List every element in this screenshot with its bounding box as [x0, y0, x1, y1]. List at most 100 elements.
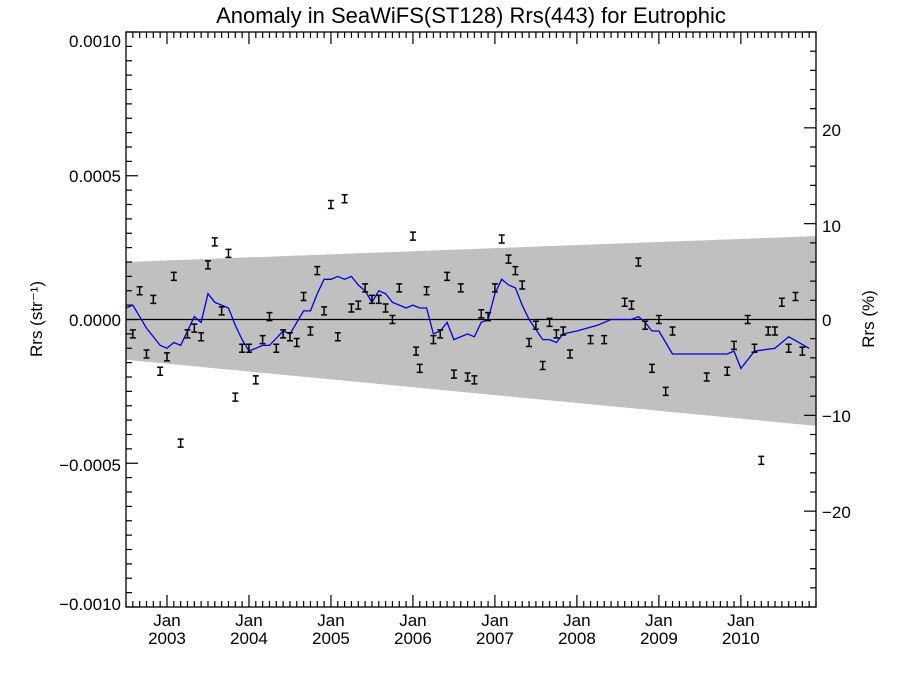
- data-point: [546, 317, 553, 328]
- plot-area: [125, 194, 816, 466]
- data-point: [157, 366, 164, 376]
- data-point: [136, 286, 143, 296]
- right-tick-label: 0: [822, 311, 831, 330]
- x-tick-month: Jan: [563, 611, 590, 630]
- data-point: [772, 326, 779, 336]
- x-tick-month: Jan: [317, 611, 344, 630]
- axes: [125, 31, 817, 608]
- data-point: [539, 360, 546, 371]
- data-point: [478, 309, 485, 319]
- data-point: [218, 306, 225, 316]
- x-tick-month: Jan: [153, 611, 180, 630]
- data-point: [642, 320, 649, 330]
- data-point: [341, 194, 348, 204]
- data-point: [232, 392, 239, 402]
- x-tick-year: 2003: [148, 629, 186, 648]
- data-point: [758, 455, 765, 466]
- data-point: [485, 311, 492, 322]
- data-point: [409, 231, 416, 241]
- data-point: [280, 329, 287, 339]
- data-point: [635, 257, 642, 267]
- data-point: [751, 343, 758, 353]
- data-point: [792, 291, 799, 302]
- right-axis-ticks: [804, 31, 816, 608]
- data-point: [191, 323, 198, 333]
- data-point: [560, 326, 567, 336]
- x-tick-year: 2006: [394, 629, 432, 648]
- data-point: [375, 294, 382, 305]
- data-point: [628, 300, 635, 310]
- x-tick-month: Jan: [235, 611, 262, 630]
- x-tick-month: Jan: [727, 611, 754, 630]
- data-point: [355, 300, 362, 310]
- right-tick-label: 10: [822, 217, 841, 236]
- data-point: [519, 280, 526, 290]
- data-point: [245, 343, 252, 353]
- x-tick-month: Jan: [481, 611, 508, 630]
- x-tick-year: 2007: [476, 629, 514, 648]
- data-point: [532, 320, 539, 330]
- data-point: [273, 343, 280, 353]
- data-point: [382, 303, 389, 313]
- data-point: [587, 334, 594, 345]
- data-point: [170, 271, 177, 282]
- data-point: [300, 291, 307, 302]
- data-point: [669, 326, 676, 336]
- data-point: [150, 294, 157, 305]
- data-point: [368, 294, 375, 305]
- x-axis-ticks: [125, 32, 817, 607]
- data-point: [266, 311, 273, 322]
- data-point: [778, 297, 785, 307]
- data-point: [703, 372, 710, 382]
- data-point: [430, 334, 437, 345]
- data-point: [437, 329, 444, 339]
- data-point: [177, 438, 184, 448]
- data-point: [293, 337, 300, 348]
- running-mean-line: [125, 275, 810, 370]
- left-axis-ticks: [126, 31, 138, 608]
- data-point: [321, 306, 328, 316]
- data-point: [457, 283, 464, 293]
- x-tick-month: Jan: [645, 611, 672, 630]
- data-point: [731, 340, 738, 351]
- x-tick-year: 2008: [558, 629, 596, 648]
- data-point: [567, 349, 574, 359]
- right-tick-label: −20: [822, 503, 851, 522]
- data-point: [198, 332, 205, 342]
- data-point: [259, 334, 266, 345]
- data-points: [129, 194, 806, 466]
- data-point: [286, 332, 293, 342]
- data-point: [491, 283, 498, 293]
- data-point: [649, 363, 656, 374]
- data-point: [601, 334, 608, 345]
- data-point: [526, 337, 533, 348]
- data-point: [512, 265, 519, 276]
- right-axis-label: Rrs (%): [859, 290, 878, 348]
- data-point: [662, 386, 669, 397]
- data-point: [163, 352, 170, 362]
- left-tick-label: −0.0005: [59, 456, 121, 475]
- data-point: [348, 303, 355, 313]
- left-tick-label: 0.0005: [69, 167, 121, 186]
- right-tick-label: −10: [822, 407, 851, 426]
- data-point: [129, 329, 136, 339]
- x-tick-year: 2010: [722, 629, 760, 648]
- data-point: [389, 314, 396, 325]
- data-point: [785, 343, 792, 353]
- x-axis-labels: Jan2003Jan2004Jan2005Jan2006Jan2007Jan20…: [148, 611, 760, 648]
- data-point: [450, 369, 457, 379]
- data-point: [498, 234, 505, 244]
- data-point: [765, 326, 772, 336]
- data-point: [621, 297, 628, 307]
- chart-title: Anomaly in SeaWiFS(ST128) Rrs(443) for E…: [216, 3, 726, 28]
- data-point: [334, 332, 341, 342]
- data-point: [143, 349, 150, 359]
- data-point: [413, 346, 420, 356]
- data-point: [314, 265, 321, 276]
- data-point: [204, 260, 211, 270]
- data-point: [362, 283, 369, 293]
- data-point: [744, 314, 751, 325]
- left-tick-label: 0.0010: [69, 32, 121, 51]
- x-tick-year: 2009: [640, 629, 678, 648]
